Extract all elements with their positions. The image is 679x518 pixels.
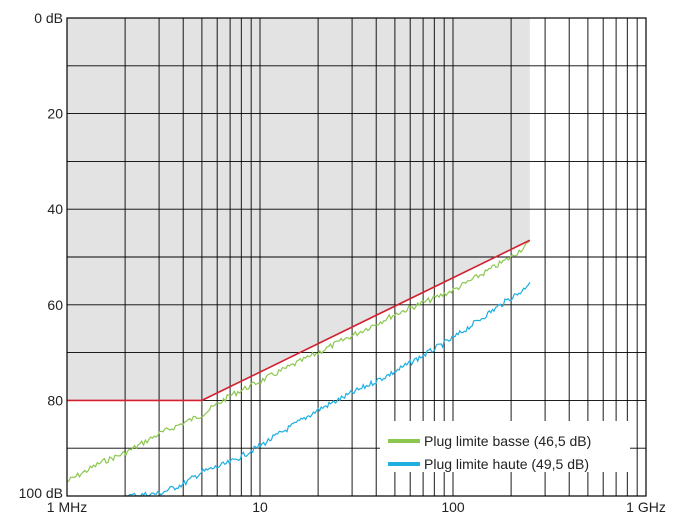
y-axis-ticks: 0 dB 20 40 60 80 100 dB [19,10,64,501]
y-tick-label: 0 dB [34,10,63,26]
legend-label-low: Plug limite basse (46,5 dB) [424,433,591,449]
y-tick-label: 20 [47,106,63,122]
x-axis-ticks: 1 MHz 10 100 1 GHz [47,499,666,515]
limit-line [67,239,531,402]
series-line-1 [125,282,531,497]
y-tick-label: 40 [47,201,63,217]
legend: Plug limite basse (46,5 dB) Plug limite … [380,421,630,472]
y-tick-label: 100 dB [19,485,63,501]
x-tick-label: 10 [252,499,268,515]
x-tick-label: 1 GHz [626,499,666,515]
grid [67,18,646,496]
legend-box [380,421,630,472]
x-tick-label: 1 MHz [47,499,87,515]
x-tick-label: 100 [441,499,465,515]
y-tick-label: 60 [47,297,63,313]
series-layer [66,239,531,497]
series-line-0 [66,240,531,483]
legend-label-high: Plug limite haute (49,5 dB) [424,456,589,472]
plot-frame [66,17,647,497]
y-tick-label: 80 [47,392,63,408]
